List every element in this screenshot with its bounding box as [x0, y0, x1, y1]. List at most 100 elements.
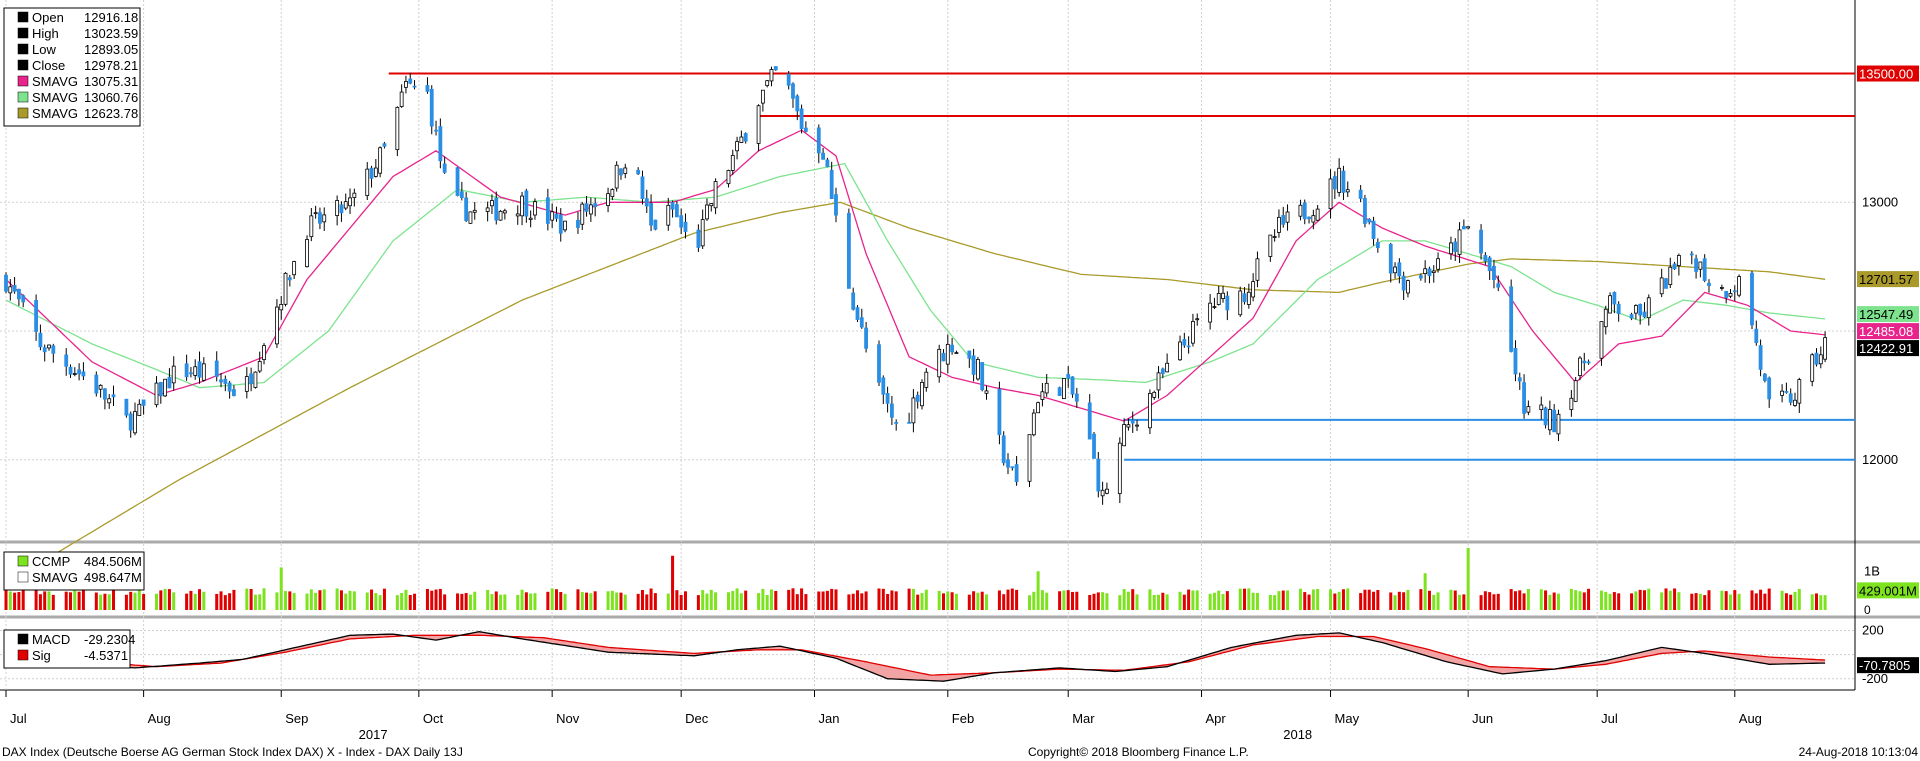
- volume-bar: [1630, 593, 1634, 610]
- volume-bar: [1823, 595, 1827, 610]
- price-tag: 12547.49: [1859, 307, 1913, 322]
- volume-bar: [1157, 594, 1161, 610]
- candle-body: [1612, 292, 1617, 305]
- macd-tag: -70.7805: [1859, 658, 1910, 673]
- volume-bar: [800, 588, 804, 610]
- candle-body: [111, 394, 116, 398]
- candle-body: [1328, 178, 1333, 210]
- volume-bar: [1642, 590, 1646, 610]
- volume-bar: [494, 591, 498, 610]
- volume-bar: [1397, 591, 1401, 610]
- volume-bar: [610, 590, 614, 610]
- candle-body: [644, 198, 649, 207]
- candle-body: [739, 136, 744, 143]
- candle-body: [834, 194, 838, 216]
- volume-bar: [167, 589, 171, 610]
- macd-legend-series-name: MACD: [32, 632, 70, 647]
- volume-bar: [1152, 594, 1156, 610]
- volume-bar: [1066, 590, 1070, 610]
- volume-bar: [245, 588, 249, 610]
- volume-tick-label: 1B: [1864, 563, 1880, 578]
- volume-bar: [1690, 593, 1694, 610]
- x-tick-label: Feb: [952, 711, 974, 726]
- volume-bar: [202, 591, 206, 610]
- volume-bar: [223, 595, 227, 610]
- grid-lines: [0, 0, 1855, 690]
- sma-mid-line: [5, 162, 1826, 389]
- volume-bar: [1552, 592, 1556, 610]
- volume-bar: [645, 594, 649, 610]
- candle-body: [1178, 341, 1182, 361]
- candle-body: [378, 147, 383, 174]
- price-legend-swatch: [17, 43, 29, 55]
- candle-body: [287, 277, 292, 281]
- x-tick-label: Mar: [1072, 711, 1095, 726]
- volume-bar: [1453, 590, 1457, 610]
- volume-bar: [503, 594, 507, 610]
- candle-body: [1208, 302, 1213, 323]
- volume-bar: [408, 594, 412, 610]
- volume-bar: [1737, 593, 1741, 610]
- candle-body: [94, 374, 99, 394]
- volume-bar: [1341, 589, 1345, 610]
- volume-bar: [490, 594, 494, 610]
- candle-body: [262, 345, 266, 361]
- candle-body: [154, 382, 159, 406]
- volume-bar: [890, 590, 894, 610]
- candle-body: [227, 382, 232, 392]
- volume-bar: [378, 595, 382, 610]
- sma-fast-line: [5, 129, 1826, 422]
- candle-body: [1664, 278, 1668, 289]
- volume-bar: [1638, 589, 1642, 610]
- volume-bar: [726, 592, 730, 610]
- candle-body: [1221, 292, 1225, 299]
- candle-body: [528, 217, 533, 220]
- candle-body: [1371, 220, 1376, 240]
- candle-body: [425, 85, 430, 92]
- volume-bar: [683, 591, 687, 610]
- price-legend-series-value: 12623.78: [84, 106, 138, 121]
- volume-bar: [980, 591, 984, 610]
- price-panel: [0, 0, 1854, 541]
- volume-bar: [1359, 593, 1363, 610]
- candle-body: [1797, 379, 1802, 404]
- macd-histogram-fill: [6, 631, 1826, 682]
- volume-bar: [456, 593, 460, 610]
- candle-body: [1152, 391, 1157, 398]
- candle-body: [829, 169, 834, 200]
- price-legend-series-name: SMAVG: [32, 90, 78, 105]
- volume-bar: [13, 592, 17, 610]
- volume-bar: [279, 567, 283, 610]
- x-axis: Jul Aug Sep Oct Nov Dec Jan Feb Mar Apr May Jun Jul A…: [5, 690, 1762, 742]
- candle-body: [997, 388, 1002, 436]
- candle-body: [1659, 277, 1664, 295]
- candle-body: [498, 210, 503, 221]
- candle-body: [971, 355, 976, 375]
- candle-body: [1036, 402, 1041, 414]
- volume-bar: [1376, 590, 1380, 610]
- candle-body: [1578, 357, 1582, 377]
- volume-bar: [1728, 594, 1732, 610]
- candle-body: [369, 167, 374, 179]
- candle-body: [1466, 226, 1471, 229]
- price-tick-label: 12000: [1862, 452, 1898, 467]
- candle-body: [588, 204, 593, 215]
- volume-bar: [804, 594, 808, 610]
- volume-bar: [589, 593, 593, 610]
- price-tag-bg: [1857, 306, 1919, 323]
- volume-bar: [997, 590, 1001, 610]
- volume-bar: [580, 592, 584, 610]
- candle-body: [232, 389, 236, 397]
- volume-bar: [1307, 594, 1311, 610]
- candle-body: [107, 398, 112, 404]
- price-tag-bg: [1857, 271, 1919, 288]
- volume-bar: [1784, 593, 1788, 610]
- candle-body: [1096, 458, 1101, 492]
- candle-body: [550, 211, 555, 221]
- volume-bar: [112, 588, 116, 610]
- candle-body: [1492, 265, 1496, 280]
- volume-bar: [855, 590, 859, 610]
- volume-bar: [976, 592, 980, 610]
- volume-bar: [1040, 590, 1044, 610]
